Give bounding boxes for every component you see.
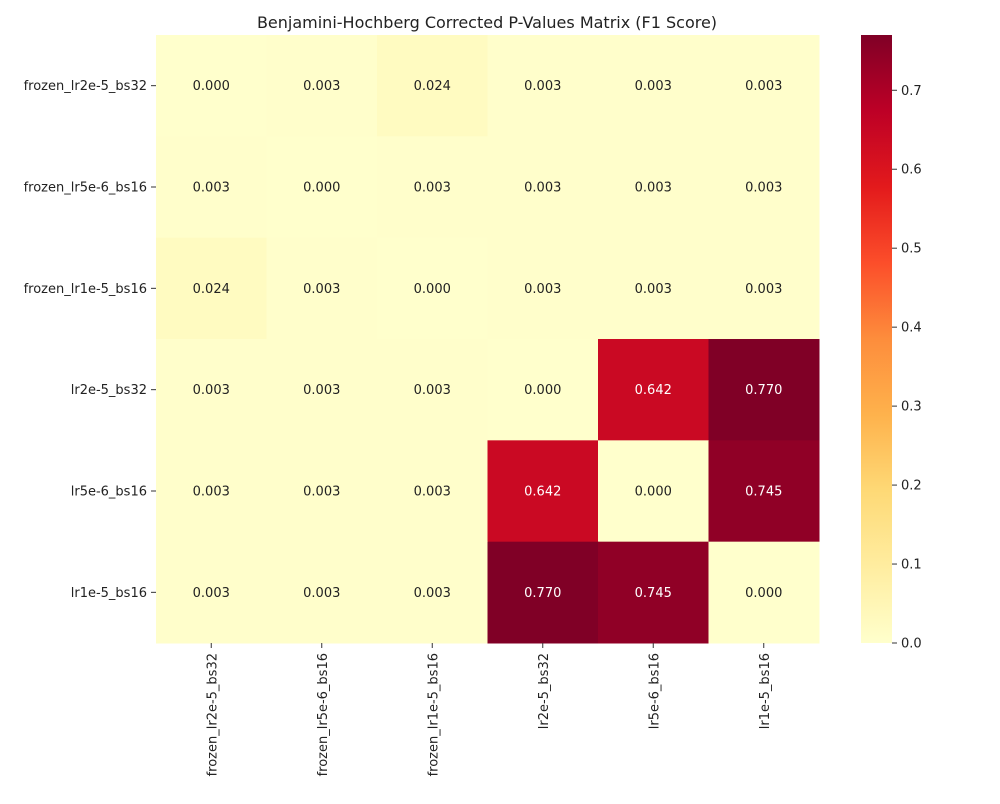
cell-value-label: 0.000 (193, 79, 230, 94)
cell-value-label: 0.003 (303, 485, 340, 500)
colorbar-tick-label: 0.7 (901, 84, 922, 99)
cell-value-label: 0.003 (524, 79, 561, 94)
y-tick-label: lr5e-6_bs16 (71, 485, 147, 500)
x-tick-label: frozen_lr2e-5_bs32 (205, 653, 220, 776)
cell-value-label: 0.770 (524, 586, 561, 601)
cell-value-label: 0.003 (414, 586, 451, 601)
cell-value-label: 0.003 (745, 282, 782, 297)
cell-value-label: 0.003 (414, 485, 451, 500)
cell-value-label: 0.003 (303, 79, 340, 94)
cell-value-label: 0.770 (745, 383, 782, 398)
column-labels: frozen_lr2e-5_bs32 frozen_lr5e-6_bs16 froz… (205, 643, 773, 776)
y-tick-label: frozen_lr5e-6_bs16 (24, 181, 147, 196)
cell-value-label: 0.000 (524, 383, 561, 398)
colorbar-tick-label: 0.0 (901, 637, 922, 652)
cell-value-label: 0.003 (193, 181, 230, 196)
cell-value-label: 0.000 (414, 282, 451, 297)
y-tick-label: frozen_lr2e-5_bs32 (24, 79, 147, 94)
x-tick-label: frozen_lr5e-6_bs16 (316, 653, 331, 776)
y-tick-label: lr1e-5_bs16 (71, 586, 147, 601)
colorbar-tick-label: 0.2 (901, 479, 922, 494)
cell-value-label: 0.003 (414, 383, 451, 398)
y-tick-label: lr2e-5_bs32 (71, 383, 147, 398)
x-tick-label: lr2e-5_bs32 (537, 653, 552, 729)
cell-value-label: 0.003 (303, 282, 340, 297)
cell-value-label: 0.003 (524, 181, 561, 196)
colorbar-tick-label: 0.6 (901, 163, 922, 178)
cell-value-label: 0.642 (524, 485, 561, 500)
colorbar-tick-label: 0.3 (901, 400, 922, 415)
cell-value-label: 0.745 (635, 586, 672, 601)
colorbar-gradient (861, 35, 892, 643)
colorbar-tick-label: 0.1 (901, 558, 922, 573)
cell-value-label: 0.003 (193, 383, 230, 398)
cell-value-label: 0.024 (414, 79, 451, 94)
cell-value-label: 0.003 (303, 383, 340, 398)
colorbar-tick-label: 0.5 (901, 242, 922, 257)
cell-value-label: 0.003 (635, 282, 672, 297)
cell-value-label: 0.000 (303, 181, 340, 196)
cell-value-label: 0.000 (745, 586, 782, 601)
x-tick-label: lr1e-5_bs16 (758, 653, 773, 729)
y-tick-label: frozen_lr1e-5_bs16 (24, 282, 147, 297)
colorbar: 0.0 0.1 0.2 0.3 0.4 0.5 0.6 0.7 (861, 35, 922, 652)
heatmap-cells: 0.000 0.003 0.024 0.003 0.003 0.003 0.003 0.000… (156, 35, 820, 644)
cell-value-label: 0.003 (193, 586, 230, 601)
cell-value-label: 0.003 (414, 181, 451, 196)
chart-title: Benjamini-Hochberg Corrected P-Values Ma… (257, 13, 717, 32)
cell-value-label: 0.642 (635, 383, 672, 398)
cell-value-label: 0.024 (193, 282, 230, 297)
colorbar-tick-label: 0.4 (901, 321, 922, 336)
cell-value-label: 0.003 (745, 181, 782, 196)
cell-value-label: 0.003 (524, 282, 561, 297)
cell-value-label: 0.003 (745, 79, 782, 94)
cell-value-label: 0.000 (635, 485, 672, 500)
row-labels: frozen_lr2e-5_bs32 frozen_lr5e-6_bs16froz… (24, 79, 156, 601)
cell-value-label: 0.003 (635, 181, 672, 196)
x-tick-label: lr5e-6_bs16 (647, 653, 662, 729)
cell-value-label: 0.745 (745, 485, 782, 500)
cell-value-label: 0.003 (303, 586, 340, 601)
cell-value-label: 0.003 (635, 79, 672, 94)
x-tick-label: frozen_lr1e-5_bs16 (426, 653, 441, 776)
cell-value-label: 0.003 (193, 485, 230, 500)
